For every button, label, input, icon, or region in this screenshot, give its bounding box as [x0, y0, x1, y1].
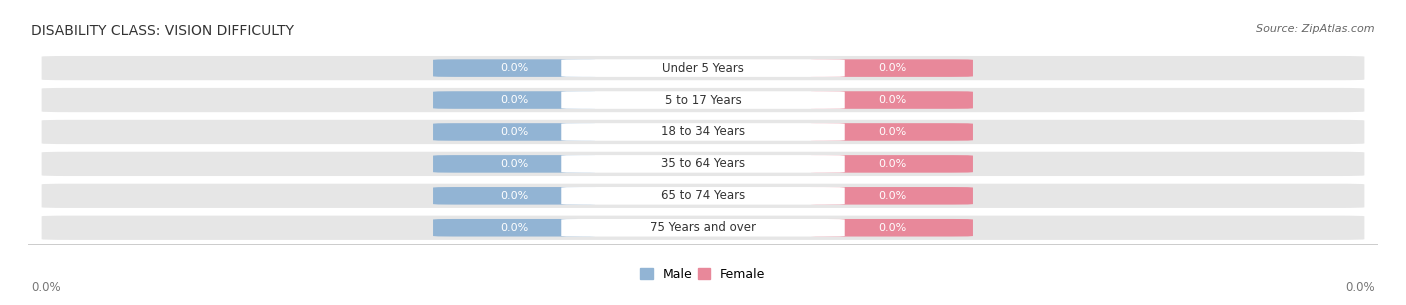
Text: DISABILITY CLASS: VISION DIFFICULTY: DISABILITY CLASS: VISION DIFFICULTY: [31, 24, 294, 38]
Text: 0.0%: 0.0%: [501, 159, 529, 169]
FancyBboxPatch shape: [433, 59, 595, 77]
FancyBboxPatch shape: [42, 216, 1364, 240]
FancyBboxPatch shape: [42, 56, 1364, 80]
Text: 0.0%: 0.0%: [501, 223, 529, 233]
Text: 18 to 34 Years: 18 to 34 Years: [661, 125, 745, 138]
FancyBboxPatch shape: [433, 91, 595, 109]
Text: 5 to 17 Years: 5 to 17 Years: [665, 94, 741, 106]
FancyBboxPatch shape: [433, 123, 595, 141]
Text: 0.0%: 0.0%: [877, 127, 905, 137]
FancyBboxPatch shape: [42, 152, 1364, 176]
Text: 0.0%: 0.0%: [501, 191, 529, 201]
Text: 0.0%: 0.0%: [501, 63, 529, 73]
Text: Source: ZipAtlas.com: Source: ZipAtlas.com: [1257, 24, 1375, 34]
Text: 0.0%: 0.0%: [877, 223, 905, 233]
Text: 0.0%: 0.0%: [501, 127, 529, 137]
FancyBboxPatch shape: [561, 123, 845, 141]
FancyBboxPatch shape: [561, 91, 845, 109]
FancyBboxPatch shape: [42, 184, 1364, 208]
Text: 0.0%: 0.0%: [877, 95, 905, 105]
FancyBboxPatch shape: [561, 59, 845, 77]
Legend: Male, Female: Male, Female: [641, 267, 765, 281]
Text: Under 5 Years: Under 5 Years: [662, 62, 744, 75]
FancyBboxPatch shape: [42, 120, 1364, 144]
FancyBboxPatch shape: [433, 219, 595, 237]
Text: 35 to 64 Years: 35 to 64 Years: [661, 157, 745, 170]
FancyBboxPatch shape: [811, 91, 973, 109]
FancyBboxPatch shape: [433, 187, 595, 205]
Text: 75 Years and over: 75 Years and over: [650, 221, 756, 234]
FancyBboxPatch shape: [561, 187, 845, 205]
FancyBboxPatch shape: [811, 123, 973, 141]
Text: 0.0%: 0.0%: [501, 95, 529, 105]
FancyBboxPatch shape: [42, 88, 1364, 112]
Text: 0.0%: 0.0%: [31, 281, 60, 294]
FancyBboxPatch shape: [811, 155, 973, 173]
FancyBboxPatch shape: [561, 155, 845, 173]
FancyBboxPatch shape: [561, 219, 845, 237]
FancyBboxPatch shape: [811, 219, 973, 237]
FancyBboxPatch shape: [811, 187, 973, 205]
Text: 0.0%: 0.0%: [877, 191, 905, 201]
Text: 0.0%: 0.0%: [1346, 281, 1375, 294]
FancyBboxPatch shape: [811, 59, 973, 77]
FancyBboxPatch shape: [433, 155, 595, 173]
Text: 0.0%: 0.0%: [877, 159, 905, 169]
Text: 65 to 74 Years: 65 to 74 Years: [661, 189, 745, 202]
Text: 0.0%: 0.0%: [877, 63, 905, 73]
